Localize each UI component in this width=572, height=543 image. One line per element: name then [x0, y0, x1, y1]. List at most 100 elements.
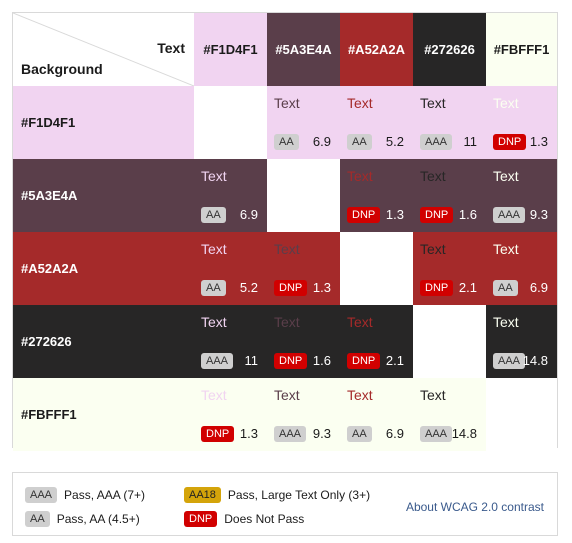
contrast-ratio: 1.6	[312, 353, 331, 368]
contrast-cell: Text AAA 9.3	[486, 159, 557, 232]
contrast-cell: Text AAA 14.8	[413, 378, 486, 451]
empty-cell	[413, 305, 486, 378]
rating-badge: AA	[201, 207, 226, 223]
contrast-cell: Text AA 5.2	[340, 86, 413, 159]
sample-text: Text	[274, 387, 300, 403]
contrast-cell: Text DNP 2.1	[413, 232, 486, 305]
legend-item-dnp: DNP Does Not Pass	[184, 511, 304, 527]
grid-corner: Text Background	[13, 13, 194, 86]
rating-badge: AAA	[493, 353, 526, 369]
contrast-ratio: 11	[244, 353, 259, 368]
sample-text: Text	[420, 95, 446, 111]
contrast-ratio: 1.6	[458, 207, 477, 222]
rating-badge: AA	[347, 426, 372, 442]
contrast-cell: Text AA 6.9	[340, 378, 413, 451]
aa-badge: AA	[25, 511, 50, 527]
sample-text: Text	[274, 241, 300, 257]
rating-badge: DNP	[420, 207, 454, 223]
contrast-ratio: 2.1	[458, 280, 477, 295]
contrast-cell: Text DNP 1.6	[413, 159, 486, 232]
sample-text: Text	[493, 241, 519, 257]
contrast-cell: Text AAA 11	[413, 86, 486, 159]
sample-text: Text	[201, 241, 227, 257]
corner-diagonal	[13, 13, 194, 86]
empty-cell	[340, 232, 413, 305]
sample-text: Text	[201, 168, 227, 184]
aaa-badge: AAA	[25, 487, 58, 503]
contrast-grid: Text Background #F1D4F1 #F1D4F1 #5A3E4A #5A…	[12, 12, 558, 451]
contrast-cell: Text AA 6.9	[486, 232, 557, 305]
column-header: #A52A2A	[340, 13, 413, 86]
rating-badge: DNP	[274, 280, 308, 296]
rating-badge: AA	[493, 280, 518, 296]
contrast-ratio: 6.9	[529, 280, 548, 295]
rating-badge: AAA	[201, 353, 234, 369]
legend-label: Does Not Pass	[224, 512, 305, 526]
rating-badge: AA	[274, 134, 299, 150]
contrast-cell: Text DNP 1.3	[340, 159, 413, 232]
rating-badge: AAA	[420, 134, 453, 150]
contrast-ratio: 11	[463, 134, 478, 149]
legend-item-aa18: AA18 Pass, Large Text Only (3+)	[184, 487, 370, 503]
contrast-ratio: 9.3	[312, 426, 331, 441]
column-header: #F1D4F1	[194, 13, 267, 86]
row-header: #5A3E4A	[13, 159, 194, 232]
contrast-ratio: 5.2	[239, 280, 258, 295]
row-header: #FBFFF1	[13, 378, 194, 451]
about-wcag-link[interactable]: About WCAG 2.0 contrast	[405, 500, 544, 514]
sample-text: Text	[201, 387, 227, 403]
sample-text: Text	[347, 95, 373, 111]
sample-text: Text	[493, 95, 519, 111]
contrast-ratio: 9.3	[529, 207, 548, 222]
sample-text: Text	[493, 168, 519, 184]
sample-text: Text	[420, 168, 446, 184]
row-header: #F1D4F1	[13, 86, 194, 159]
rating-badge: AAA	[420, 426, 453, 442]
dnp-badge: DNP	[184, 511, 218, 527]
contrast-ratio: 1.3	[385, 207, 404, 222]
foreground-axis-label: Text	[157, 40, 185, 56]
empty-cell	[486, 378, 557, 451]
empty-cell	[267, 159, 340, 232]
legend-item-aaa: AAA Pass, AAA (7+)	[25, 487, 145, 503]
contrast-ratio: 1.3	[529, 134, 548, 149]
sample-text: Text	[201, 314, 227, 330]
rating-badge: AAA	[493, 207, 526, 223]
row-header: #272626	[13, 305, 194, 378]
contrast-ratio: 1.3	[312, 280, 331, 295]
rating-badge: AA	[347, 134, 372, 150]
contrast-cell: Text DNP 2.1	[340, 305, 413, 378]
contrast-ratio: 6.9	[312, 134, 331, 149]
contrast-cell: Text AAA 11	[194, 305, 267, 378]
rating-badge: DNP	[493, 134, 527, 150]
contrast-cell: Text AAA 14.8	[486, 305, 557, 378]
rating-badge: AAA	[274, 426, 307, 442]
contrast-ratio: 6.9	[239, 207, 258, 222]
rating-badge: DNP	[201, 426, 235, 442]
contrast-cell: Text AAA 9.3	[267, 378, 340, 451]
rating-badge: DNP	[347, 207, 381, 223]
sample-text: Text	[420, 241, 446, 257]
contrast-cell: Text AA 5.2	[194, 232, 267, 305]
contrast-cell: Text AA 6.9	[267, 86, 340, 159]
column-header: #FBFFF1	[486, 13, 557, 86]
sample-text: Text	[274, 95, 300, 111]
legend: AAA Pass, AAA (7+) AA Pass, AA (4.5+) AA…	[12, 472, 558, 536]
legend-label: Pass, Large Text Only (3+)	[227, 488, 371, 502]
contrast-ratio: 6.9	[385, 426, 404, 441]
rating-badge: DNP	[420, 280, 454, 296]
aa18-badge: AA18	[184, 487, 221, 503]
background-axis-label: Background	[21, 61, 103, 77]
contrast-ratio: 2.1	[385, 353, 404, 368]
column-header: #272626	[413, 13, 486, 86]
contrast-ratio: 1.3	[239, 426, 258, 441]
row-header: #A52A2A	[13, 232, 194, 305]
rating-badge: DNP	[347, 353, 381, 369]
contrast-cell: Text DNP 1.3	[194, 378, 267, 451]
sample-text: Text	[420, 387, 446, 403]
rating-badge: AA	[201, 280, 226, 296]
contrast-cell: Text AA 6.9	[194, 159, 267, 232]
contrast-cell: Text DNP 1.3	[267, 232, 340, 305]
contrast-ratio: 14.8	[451, 426, 477, 441]
contrast-ratio: 5.2	[385, 134, 404, 149]
